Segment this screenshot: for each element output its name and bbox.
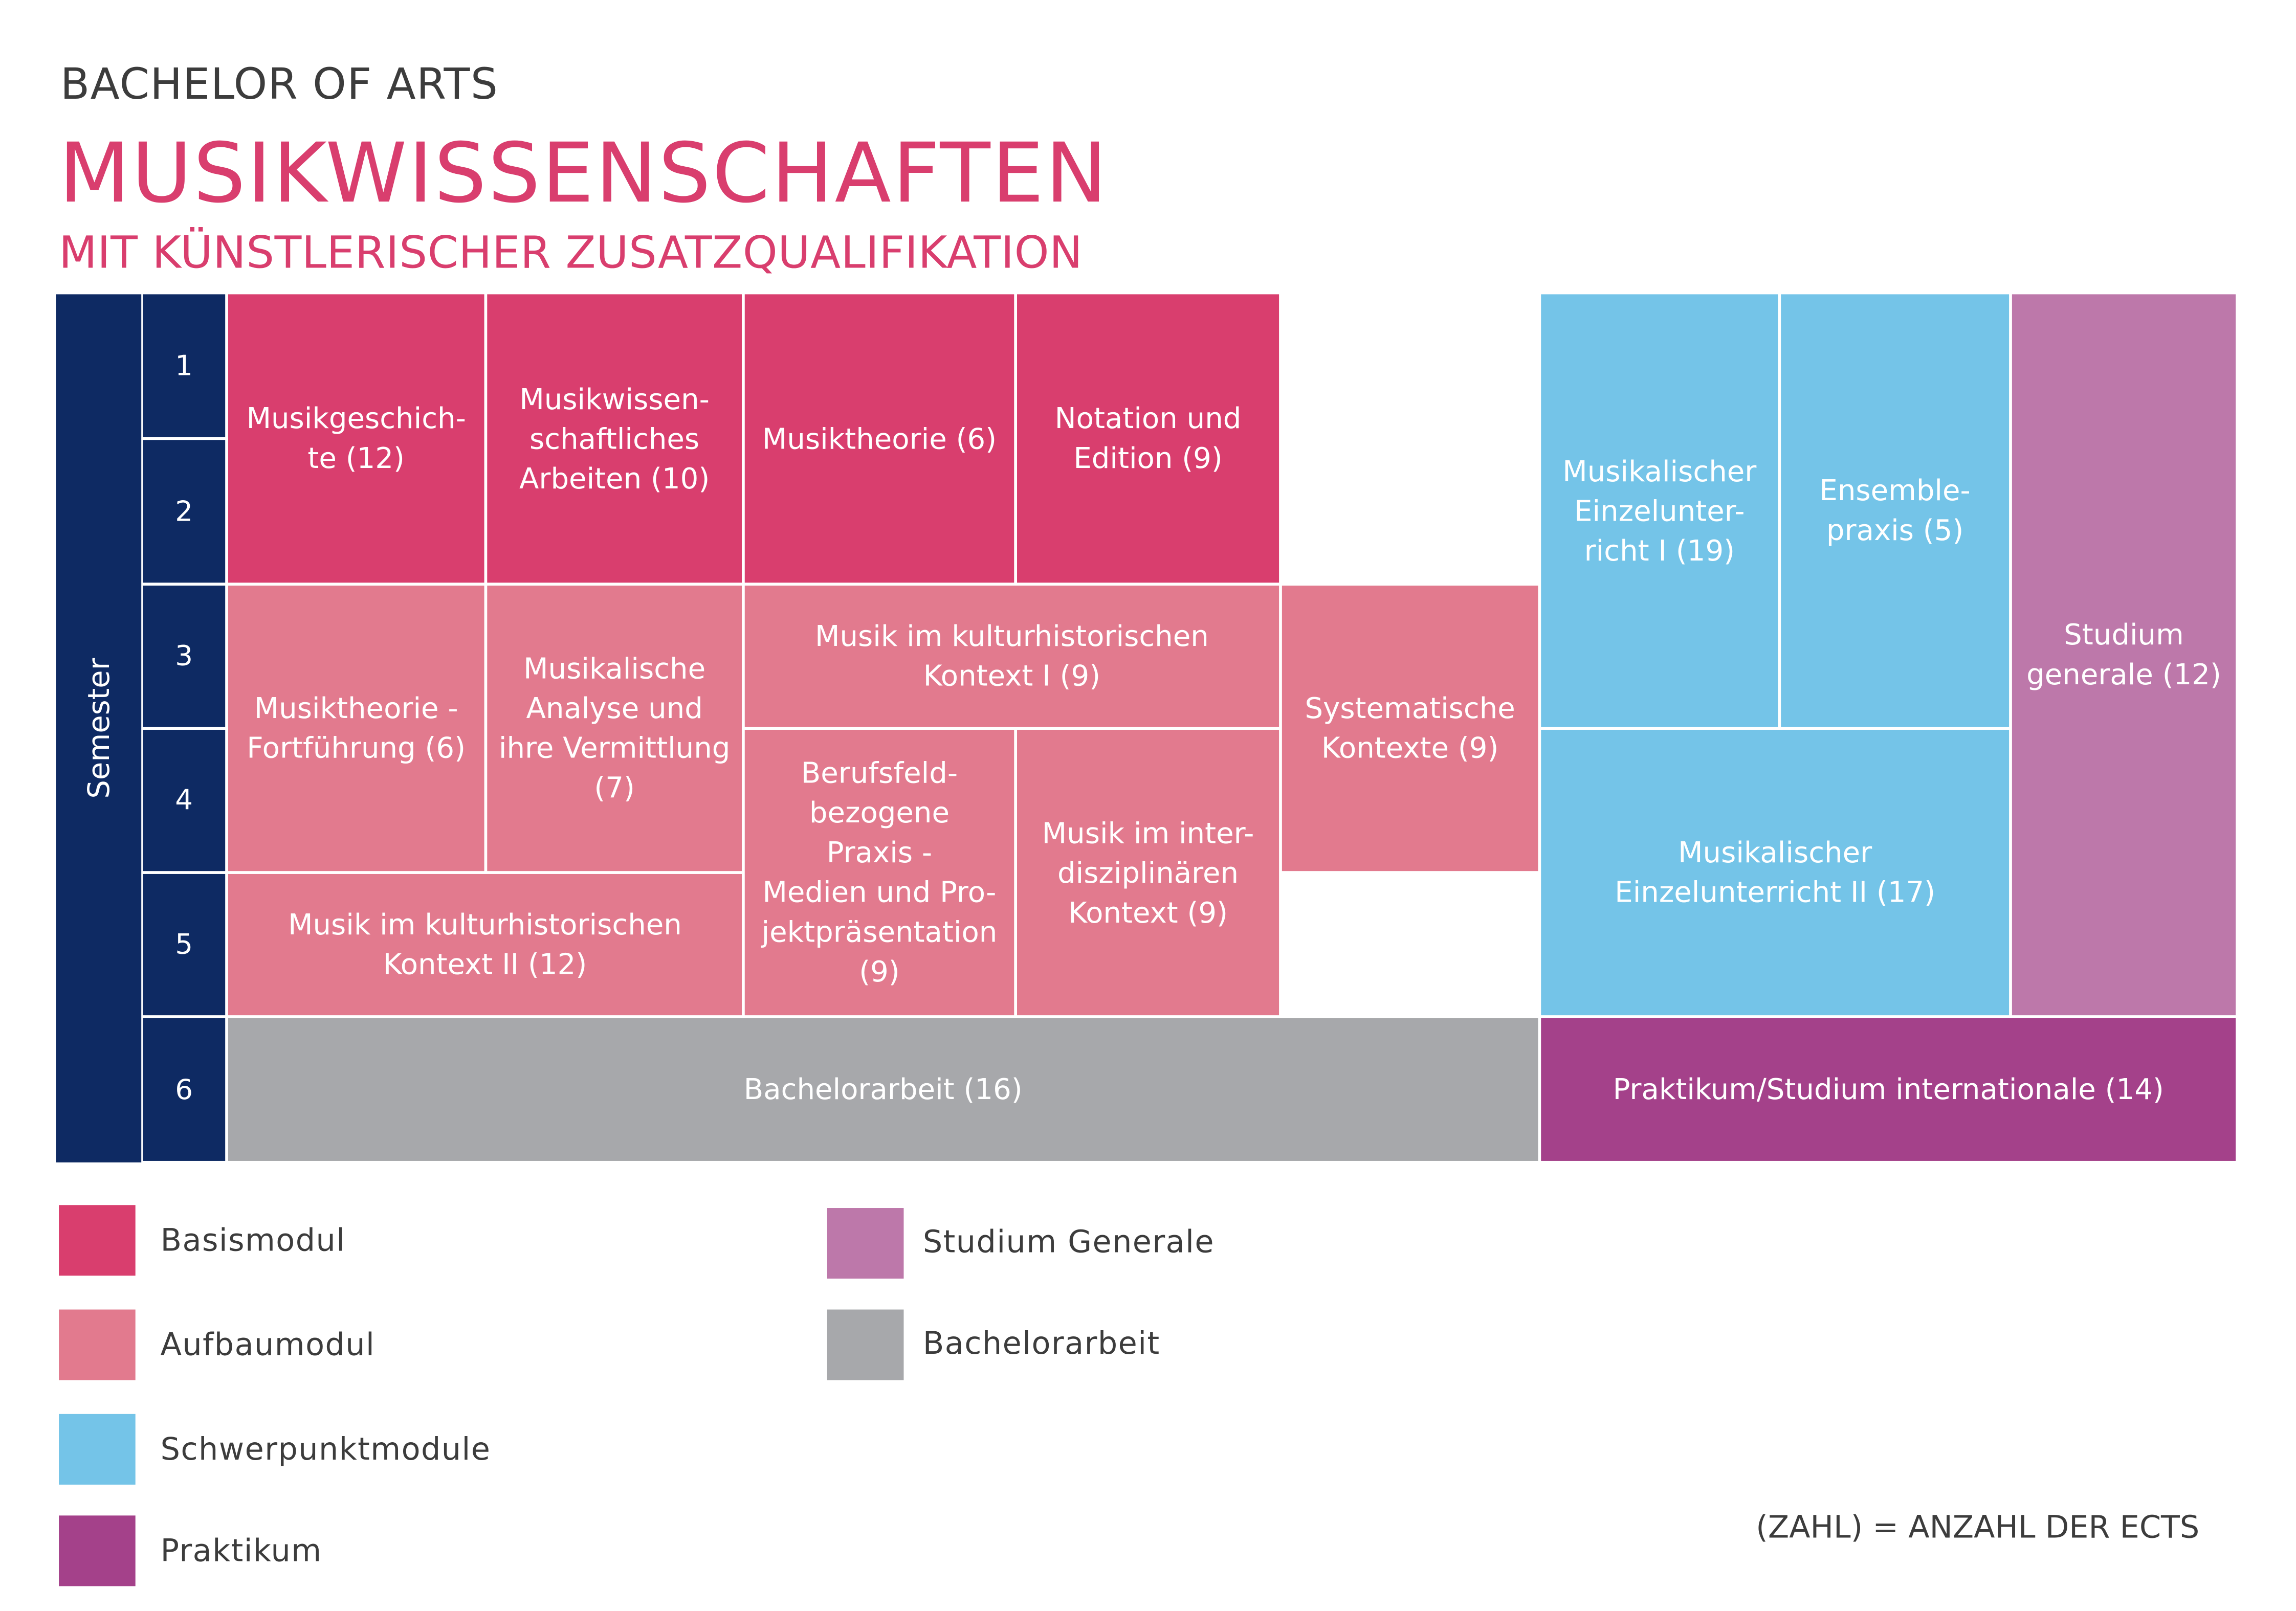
legend-label: Bachelorarbeit	[922, 1326, 1160, 1361]
legend-label: Basismodul	[160, 1222, 346, 1258]
page-subtitle: MIT KÜNSTLERISCHER ZUSATZQUALIFIKATION	[59, 228, 1083, 280]
module-block: Musik im kulturhistorischen Kontext I (9…	[744, 586, 1279, 727]
module-block: Musiktheorie - Fortführung (6)	[228, 586, 484, 871]
module-block: Musik im kulturhistorischen Kontext II (…	[228, 874, 742, 1016]
semester-label: Semester	[81, 658, 117, 799]
legend-label: Studium Generale	[922, 1224, 1215, 1260]
semester-number: 5	[143, 874, 226, 1016]
legend-swatch-basismodul	[59, 1205, 136, 1276]
module-block: Bachelorarbeit (16)	[228, 1018, 1538, 1161]
module-block: Musiktheorie (6)	[744, 294, 1014, 583]
legend-swatch-aufbaumodul	[59, 1309, 136, 1380]
module-block: Musikalischer Einzelunterricht II (17)	[1541, 729, 2010, 1016]
module-block: Musik im inter- disziplinären Kontext (9…	[1017, 729, 1279, 1016]
semester-number: 3	[143, 586, 226, 727]
semester-axis: Semester	[56, 294, 142, 1162]
legend-swatch-bachelorarbeit	[827, 1309, 904, 1380]
legend-swatch-schwerpunktmodule	[59, 1414, 136, 1485]
semester-number: 4	[143, 729, 226, 871]
module-block: Studium generale (12)	[2012, 294, 2236, 1016]
module-block: Musikwissen- schaftliches Arbeiten (10)	[487, 294, 742, 583]
legend-swatch-studium-generale	[827, 1208, 904, 1279]
semester-number: 1	[143, 294, 226, 437]
module-block: Ensemble- praxis (5)	[1781, 294, 2010, 727]
module-block: Notation und Edition (9)	[1017, 294, 1279, 583]
module-block: Musikalischer Einzelunter- richt I (19)	[1541, 294, 1778, 727]
module-block: Berufsfeld- bezogene Praxis - Medien und…	[744, 729, 1014, 1016]
legend-label: Praktikum	[160, 1533, 322, 1569]
legend-label: Aufbaumodul	[160, 1327, 376, 1363]
degree-kicker: BACHELOR OF ARTS	[60, 59, 499, 109]
semester-number: 6	[143, 1018, 226, 1161]
module-block: Praktikum/Studium internationale (14)	[1541, 1018, 2236, 1161]
semester-number: 2	[143, 440, 226, 583]
module-block: Musikgeschich- te (12)	[228, 294, 484, 583]
legend-swatch-praktikum	[59, 1515, 136, 1586]
ects-note: (ZAHL) = ANZAHL DER ECTS	[1756, 1509, 2200, 1545]
page-title: MUSIKWISSENSCHAFTEN	[59, 126, 1109, 222]
module-block: Musikalische Analyse und ihre Vermittlun…	[487, 586, 742, 871]
module-block: Systematische Kontexte (9)	[1282, 586, 1538, 871]
legend-label: Schwerpunktmodule	[160, 1431, 491, 1467]
